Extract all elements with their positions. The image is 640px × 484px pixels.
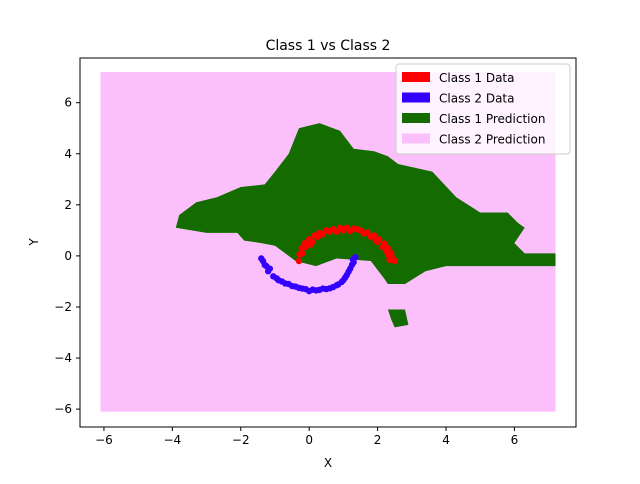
class1-data-point bbox=[347, 227, 354, 235]
class2-data-point bbox=[299, 285, 306, 292]
y-tick-label: −2 bbox=[54, 300, 72, 314]
x-tick-label: 0 bbox=[305, 433, 313, 447]
legend-swatch bbox=[402, 92, 430, 103]
class2-data-point bbox=[305, 287, 313, 295]
y-tick-label: 0 bbox=[64, 249, 72, 263]
legend-swatch bbox=[402, 133, 430, 144]
legend-swatch bbox=[402, 72, 430, 82]
class2-data-point bbox=[333, 282, 340, 289]
x-tick-label: 4 bbox=[442, 433, 450, 447]
legend-label: Class 1 Prediction bbox=[439, 112, 545, 126]
y-tick-label: 4 bbox=[64, 147, 72, 161]
class2-data-point bbox=[326, 285, 333, 292]
y-axis-label: Y bbox=[27, 238, 41, 247]
class1-data-point bbox=[319, 231, 327, 238]
class1-data-point bbox=[299, 250, 306, 257]
x-axis: −6 −4 −2 0 2 4 6 bbox=[95, 427, 518, 447]
class1-data-point bbox=[382, 247, 390, 254]
class2-data-point bbox=[285, 280, 292, 288]
y-tick-label: −6 bbox=[54, 402, 72, 416]
class1-data-point bbox=[360, 230, 368, 237]
class2-data-point bbox=[348, 261, 356, 269]
class2-data-point bbox=[263, 262, 270, 270]
class2-data-point bbox=[341, 274, 349, 281]
legend-label: Class 2 Data bbox=[439, 92, 515, 106]
legend-swatch bbox=[402, 113, 430, 123]
y-tick-label: −4 bbox=[54, 351, 72, 365]
x-tick-label: −4 bbox=[164, 433, 182, 447]
legend: Class 1 Data Class 2 Data Class 1 Predicti… bbox=[395, 63, 571, 155]
class1-data-point bbox=[333, 228, 340, 235]
legend-box bbox=[395, 63, 571, 155]
class1-data-point bbox=[372, 237, 380, 244]
class2-data-point bbox=[278, 278, 286, 285]
y-tick-label: 6 bbox=[64, 96, 72, 110]
class1-data-point bbox=[367, 233, 374, 240]
class2-data-point bbox=[292, 283, 299, 290]
class1-data-point bbox=[307, 241, 315, 248]
legend-label: Class 2 Prediction bbox=[439, 133, 545, 147]
x-axis-label: X bbox=[324, 456, 332, 470]
class2-data-point bbox=[259, 257, 267, 265]
class1-data-point bbox=[295, 257, 303, 265]
y-axis: −6 −4 −2 0 2 4 6 bbox=[54, 96, 80, 416]
class1-prediction-island bbox=[387, 309, 409, 328]
y-tick-label: 2 bbox=[64, 198, 72, 212]
x-tick-label: 2 bbox=[374, 433, 382, 447]
class2-data-point bbox=[338, 278, 345, 286]
class1-data-point bbox=[302, 243, 309, 251]
x-tick-label: −2 bbox=[232, 433, 250, 447]
class2-data-point bbox=[319, 285, 327, 292]
axes-frame bbox=[79, 57, 577, 428]
class1-data-point bbox=[338, 225, 345, 233]
x-tick-label: −6 bbox=[95, 433, 113, 447]
chart-title: Class 1 vs Class 2 bbox=[266, 38, 391, 54]
class1-data-point bbox=[391, 257, 398, 265]
legend-label: Class 1 Data bbox=[439, 71, 515, 85]
class1-data-point bbox=[326, 228, 333, 235]
class2-data-point bbox=[312, 287, 320, 294]
class1-prediction-region bbox=[175, 123, 556, 284]
class2-data-point bbox=[273, 275, 280, 282]
class1-data-point bbox=[314, 233, 321, 240]
x-tick-label: 6 bbox=[511, 433, 519, 447]
class2-data-point bbox=[345, 268, 352, 275]
class2-data-point bbox=[349, 256, 357, 263]
class1-data-point bbox=[353, 225, 361, 233]
class1-data-point bbox=[386, 256, 393, 263]
